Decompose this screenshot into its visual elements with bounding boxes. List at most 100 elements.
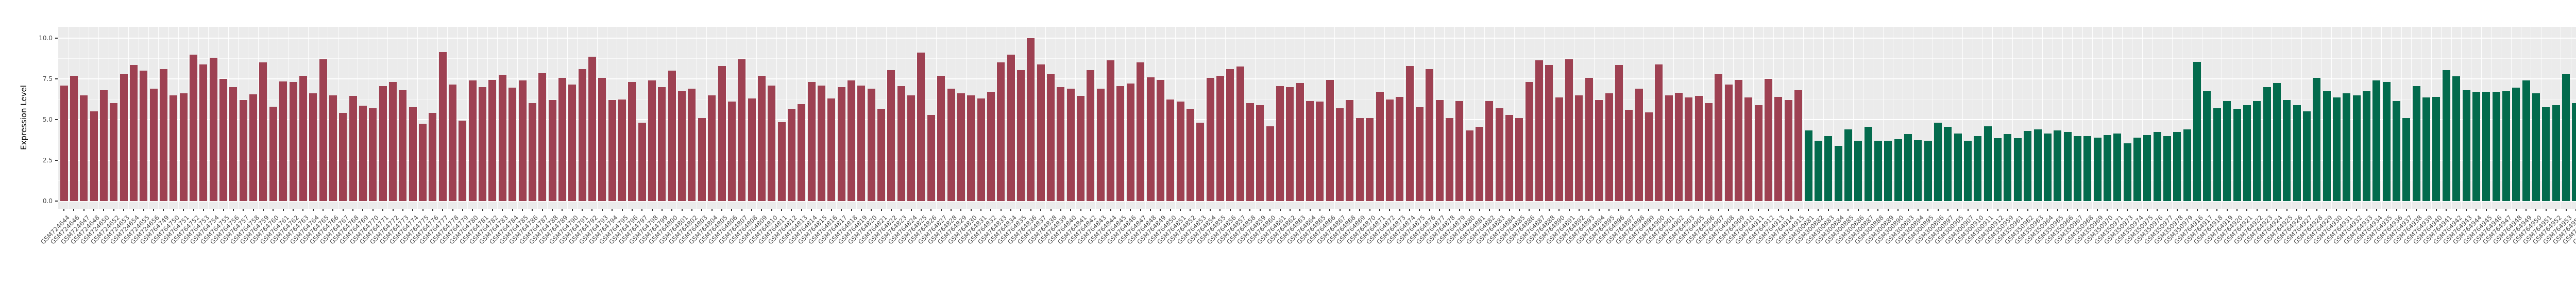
x-tick	[1987, 209, 1989, 211]
x-tick	[2256, 209, 2258, 211]
x-tick	[771, 209, 772, 211]
bar	[1037, 64, 1045, 201]
bar	[190, 54, 198, 201]
bar	[1326, 79, 1334, 201]
x-tick	[1359, 209, 1361, 211]
bar	[2253, 101, 2261, 201]
x-tick	[1758, 209, 1759, 211]
x-tick	[1947, 209, 1948, 211]
x-tick	[940, 209, 942, 211]
gridline-vertical	[1673, 27, 1674, 209]
gridline-vertical	[477, 27, 478, 209]
bar	[1754, 105, 1762, 201]
bar	[359, 106, 367, 201]
x-tick	[1668, 209, 1670, 211]
bar	[309, 93, 317, 201]
gridline-vertical	[1414, 27, 1415, 209]
x-tick	[1518, 209, 1520, 211]
x-tick	[2097, 209, 2098, 211]
gridline-vertical	[2072, 27, 2073, 209]
bar	[2113, 133, 2122, 201]
bar	[668, 71, 676, 201]
bar	[548, 100, 556, 201]
gridline-vertical	[836, 27, 837, 209]
bar	[2302, 111, 2311, 201]
bar	[528, 103, 536, 201]
x-tick	[2116, 209, 2118, 211]
x-tick	[512, 209, 513, 211]
bar	[2103, 135, 2111, 201]
x-tick	[2455, 209, 2457, 211]
bar	[678, 91, 686, 201]
x-tick	[1798, 209, 1799, 211]
bar	[170, 95, 178, 201]
x-tick	[163, 209, 164, 211]
gridline-vertical	[776, 27, 777, 209]
bar	[1824, 136, 1833, 201]
gridline-vertical	[2112, 27, 2113, 209]
bar	[997, 62, 1005, 201]
bar	[1346, 100, 1354, 201]
x-tick	[1688, 209, 1689, 211]
x-tick	[701, 209, 703, 211]
x-tick	[801, 209, 802, 211]
bar	[1744, 97, 1753, 201]
bar	[1465, 130, 1473, 201]
x-tick	[851, 209, 852, 211]
x-tick	[422, 209, 423, 211]
bar	[1515, 118, 1523, 201]
gridline-vertical	[1693, 27, 1694, 209]
x-tick	[232, 209, 234, 211]
bar	[2273, 82, 2281, 201]
bar	[2313, 78, 2321, 201]
bar	[1635, 88, 1643, 201]
x-tick	[2216, 209, 2218, 211]
x-tick	[541, 209, 543, 211]
bar	[1246, 103, 1254, 201]
gridline-vertical	[537, 27, 538, 209]
x-tick	[751, 209, 753, 211]
y-tick-label: 5.0	[42, 116, 53, 123]
gridline-vertical	[567, 27, 568, 209]
x-tick	[1050, 209, 1052, 211]
bar	[727, 102, 736, 201]
bar	[70, 75, 78, 201]
bar	[2472, 92, 2480, 201]
gridline-vertical	[1225, 27, 1226, 209]
bar	[2183, 129, 2191, 201]
x-tick	[661, 209, 663, 211]
gridline-vertical	[1045, 27, 1046, 209]
x-tick	[860, 209, 862, 211]
x-tick	[1827, 209, 1829, 211]
bar	[1715, 74, 1723, 201]
bar	[1844, 129, 1852, 201]
bar	[1595, 100, 1603, 201]
bar	[2432, 96, 2441, 201]
x-tick	[2157, 209, 2158, 211]
bar	[1765, 79, 1773, 201]
bar	[1455, 101, 1464, 201]
x-tick	[492, 209, 493, 211]
x-tick	[1818, 209, 1819, 211]
bar	[329, 95, 337, 201]
gridline-vertical	[1474, 27, 1475, 209]
bar	[2233, 109, 2241, 201]
gridline-vertical	[936, 27, 937, 209]
bar	[1336, 108, 1344, 201]
gridline-vertical	[1205, 27, 1206, 209]
gridline-vertical	[1594, 27, 1595, 209]
x-tick	[1120, 209, 1121, 211]
bar	[1405, 65, 1414, 201]
gridline-vertical	[2351, 27, 2352, 209]
x-tick	[641, 209, 643, 211]
x-tick	[2426, 209, 2427, 211]
bar	[1445, 118, 1453, 201]
x-tick	[880, 209, 882, 211]
bar	[299, 75, 307, 201]
bar	[2442, 70, 2450, 201]
bar	[1924, 141, 1932, 201]
bar	[279, 81, 287, 201]
x-tick	[1529, 209, 1530, 211]
x-tick	[1698, 209, 1700, 211]
gridline-vertical	[447, 27, 448, 209]
